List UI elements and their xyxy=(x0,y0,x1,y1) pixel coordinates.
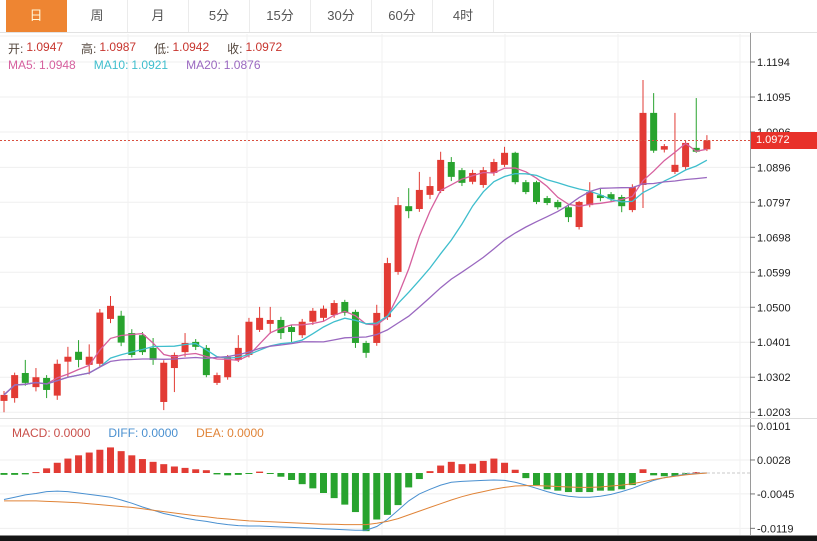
svg-text:1.0599: 1.0599 xyxy=(757,267,791,279)
ma10-value: 1.0921 xyxy=(131,58,169,72)
tab-day[interactable]: 日 xyxy=(6,0,67,32)
tab-60min[interactable]: 60分 xyxy=(372,0,433,32)
svg-text:1.0302: 1.0302 xyxy=(757,372,791,384)
diff-line xyxy=(3,472,707,531)
tab-4hour[interactable]: 4时 xyxy=(433,0,494,32)
svg-text:1.0698: 1.0698 xyxy=(757,232,791,244)
svg-text:1.0203: 1.0203 xyxy=(757,407,791,419)
svg-text:1.0401: 1.0401 xyxy=(757,337,791,349)
ma5-label: MA5: xyxy=(8,58,37,72)
grid-layer xyxy=(0,34,750,535)
high-value: 1.0987 xyxy=(99,40,137,54)
ma10-line xyxy=(3,159,708,396)
dea-value: 0.0000 xyxy=(227,426,264,440)
close-label: 收: xyxy=(227,42,243,56)
high-label: 高: xyxy=(81,42,97,56)
close-value: 1.0972 xyxy=(245,40,283,54)
dea-line xyxy=(4,472,707,526)
ma10-label: MA10: xyxy=(93,58,129,72)
timeframe-tabbar: 日 周 月 5分 15分 30分 60分 4时 xyxy=(0,0,817,33)
svg-text:1.0797: 1.0797 xyxy=(757,197,791,209)
macd-histogram xyxy=(0,447,750,532)
svg-text:0.0028: 0.0028 xyxy=(757,455,791,467)
diff-label: DIFF: xyxy=(108,426,139,440)
macd-readout: MACD: 0.0000 DIFF: 0.0000 DEA: 0.0000 xyxy=(12,426,264,440)
macd-value: 0.0000 xyxy=(53,426,91,440)
ma5-line xyxy=(3,142,708,396)
ohlc-readout: 开: 1.0947 高: 1.0987 低: 1.0942 收: 1.0972 xyxy=(8,40,282,57)
tab-5min[interactable]: 5分 xyxy=(189,0,250,32)
tab-month[interactable]: 月 xyxy=(128,0,189,32)
svg-text:1.1095: 1.1095 xyxy=(757,92,791,104)
open-value: 1.0947 xyxy=(26,40,64,54)
svg-text:-0.0119: -0.0119 xyxy=(757,523,794,535)
svg-text:1.0500: 1.0500 xyxy=(757,302,791,314)
low-value: 1.0942 xyxy=(172,40,210,54)
open-label: 开: xyxy=(8,42,24,56)
ma20-label: MA20: xyxy=(186,58,221,72)
ma20-value: 1.0876 xyxy=(223,58,261,72)
low-label: 低: xyxy=(154,42,170,56)
candles-layer xyxy=(0,80,711,413)
svg-text:1.1194: 1.1194 xyxy=(757,57,790,69)
ma-readout: MA5: 1.0948 MA10: 1.0921 MA20: 1.0876 xyxy=(8,58,261,72)
bottom-border xyxy=(0,535,817,541)
diff-value: 0.0000 xyxy=(141,426,179,440)
ma20-line xyxy=(3,176,707,396)
svg-text:-0.0045: -0.0045 xyxy=(757,489,794,501)
tab-30min[interactable]: 30分 xyxy=(311,0,372,32)
ma5-value: 1.0948 xyxy=(39,58,76,72)
tab-week[interactable]: 周 xyxy=(67,0,128,32)
price-axis: 1.11941.10951.09961.08961.07971.06981.05… xyxy=(0,33,817,541)
tab-15min[interactable]: 15分 xyxy=(250,0,311,32)
svg-text:0.0101: 0.0101 xyxy=(757,421,791,433)
svg-text:1.0896: 1.0896 xyxy=(757,162,791,174)
macd-label: MACD: xyxy=(12,426,51,440)
current-price-tag: 1.0972 xyxy=(751,132,817,149)
dea-label: DEA: xyxy=(196,426,225,440)
